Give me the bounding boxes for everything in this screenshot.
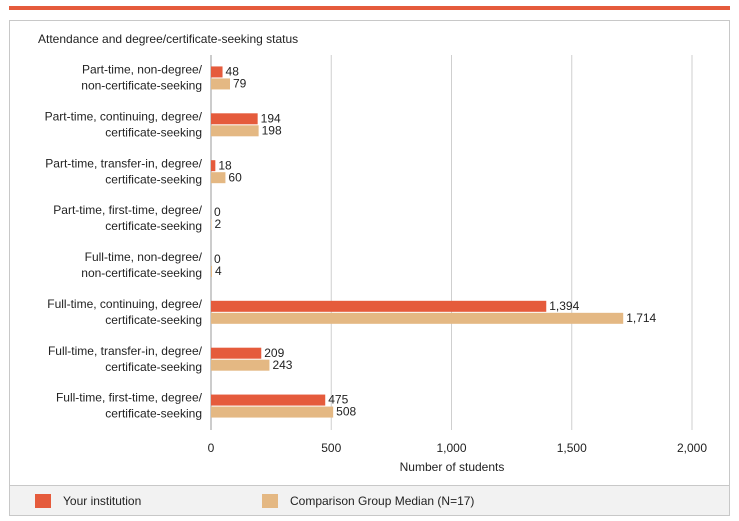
y-tick-label: certificate-seeking xyxy=(105,407,202,421)
y-tick-label: Part-time, non-degree/ xyxy=(82,63,203,77)
value-label: 4 xyxy=(215,264,222,278)
bar xyxy=(211,125,259,136)
x-tick-label: 1,500 xyxy=(557,441,587,455)
y-tick-label: Full-time, transfer-in, degree/ xyxy=(48,344,203,358)
y-tick-label: certificate-seeking xyxy=(105,219,202,233)
chart-title: Attendance and degree/certificate-seekin… xyxy=(38,32,298,46)
x-tick-label: 500 xyxy=(321,441,341,455)
legend-label: Your institution xyxy=(63,494,141,508)
y-tick-label: Part-time, first-time, degree/ xyxy=(53,203,202,217)
y-tick-label: certificate-seeking xyxy=(105,360,202,374)
bar xyxy=(211,313,623,324)
x-tick-label: 2,000 xyxy=(677,441,707,455)
value-label: 508 xyxy=(336,405,356,419)
bar xyxy=(211,113,258,124)
y-tick-label: Full-time, non-degree/ xyxy=(85,250,203,264)
bar xyxy=(211,78,230,89)
y-tick-label: Full-time, continuing, degree/ xyxy=(47,297,202,311)
y-tick-label: non-certificate-seeking xyxy=(81,266,202,280)
top-rule xyxy=(9,6,730,10)
bar xyxy=(211,66,223,77)
value-label: 79 xyxy=(233,77,247,91)
bar xyxy=(211,266,212,277)
bar xyxy=(211,395,325,406)
y-tick-label: Part-time, transfer-in, degree/ xyxy=(45,156,202,170)
y-tick-label: Full-time, first-time, degree/ xyxy=(56,391,203,405)
x-axis-label: Number of students xyxy=(400,460,505,474)
bar xyxy=(211,407,333,418)
value-label: 1,394 xyxy=(549,299,579,313)
legend-label: Comparison Group Median (N=17) xyxy=(290,494,474,508)
y-tick-label: certificate-seeking xyxy=(105,313,202,327)
y-tick-label: certificate-seeking xyxy=(105,172,202,186)
value-label: 1,714 xyxy=(626,311,656,325)
bar xyxy=(211,301,546,312)
legend-swatch xyxy=(35,494,51,508)
bar xyxy=(211,348,261,359)
y-tick-label: non-certificate-seeking xyxy=(81,79,202,93)
value-label: 198 xyxy=(262,123,282,137)
bar xyxy=(211,360,269,371)
x-tick-label: 0 xyxy=(208,441,215,455)
value-label: 60 xyxy=(228,170,242,184)
x-tick-label: 1,000 xyxy=(436,441,466,455)
bar xyxy=(211,160,215,171)
legend-swatch xyxy=(262,494,278,508)
value-label: 243 xyxy=(272,358,292,372)
bar xyxy=(211,172,225,183)
y-tick-label: certificate-seeking xyxy=(105,125,202,139)
value-label: 2 xyxy=(214,217,221,231)
y-tick-label: Part-time, continuing, degree/ xyxy=(45,109,203,123)
